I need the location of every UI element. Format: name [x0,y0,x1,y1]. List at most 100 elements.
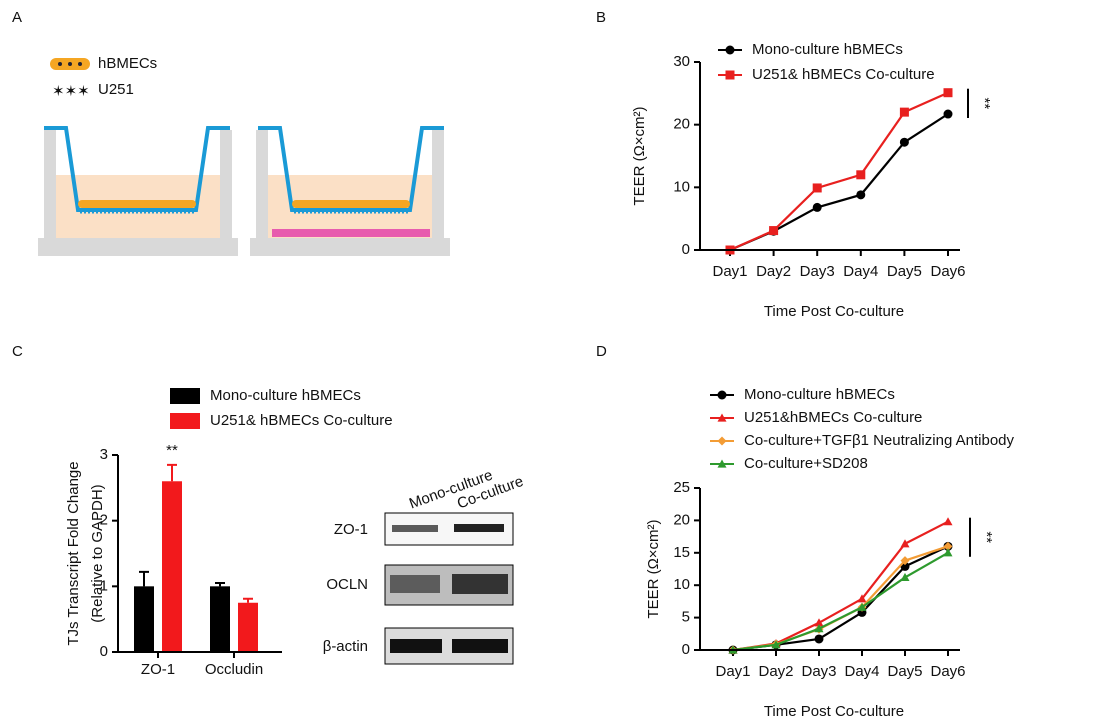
marker [812,202,822,212]
x-tick-label: Occludin [205,661,263,678]
y-tick-label: 5 [682,609,690,626]
legend-label: Co-culture+SD208 [744,455,868,472]
annotation: ** [978,531,995,543]
marker [725,45,735,55]
y-tick-label: 10 [673,178,690,195]
marker [814,634,824,644]
annotation: ** [976,98,993,110]
marker [943,109,953,119]
panel-label: D [596,343,607,360]
legend-swatch [170,388,200,404]
x-tick-label: Day4 [843,263,878,280]
legend-label: Co-culture+TGFβ1 Neutralizing Antibody [744,432,1015,449]
legend-label: hBMECs [98,55,157,72]
marker [717,436,727,446]
x-tick-label: ZO-1 [141,661,175,678]
legend-label: Mono-culture hBMECs [210,387,361,404]
bar [210,586,230,652]
panel-label: B [596,9,606,26]
x-tick-label: Day6 [930,263,965,280]
x-tick-label: Day1 [715,663,750,680]
series-line [732,551,949,652]
x-tick-label: Day2 [756,263,791,280]
x-axis-label: Time Post Co-culture [764,303,904,320]
y-axis-label: (Relative to GAPDH) [89,484,106,622]
bar [162,481,182,652]
legend-label: Mono-culture hBMECs [744,386,895,403]
y-tick-label: 15 [673,544,690,561]
panel-label: A [12,9,22,26]
y-tick-label: 25 [673,479,690,496]
marker [725,70,735,80]
y-tick-label: 3 [100,446,108,463]
well-right [250,126,450,256]
y-axis-label: TEER (Ω×cm²) [645,519,662,618]
panel-label: C [12,343,23,360]
marker [899,137,909,147]
blot [384,512,514,665]
y-tick-label: 30 [673,53,690,70]
y-tick-label: 20 [673,511,690,528]
marker [769,226,779,236]
x-tick-label: Day3 [800,263,835,280]
marker [717,459,727,468]
series-line [729,91,949,252]
legend-label: U251&hBMECs Co-culture [744,409,922,426]
legend-label: U251& hBMECs Co-culture [210,412,393,429]
error-bar [215,582,225,587]
y-tick-label: 1 [100,577,108,594]
error-bar [167,463,177,482]
blot-row-label: ZO-1 [334,521,368,538]
legend-label: U251 [98,81,134,98]
marker [717,413,727,422]
y-axis-label: TJs Transcript Fold Change [65,461,82,645]
x-axis-label: Time Post Co-culture [764,703,904,720]
marker [814,618,824,627]
marker [943,517,953,526]
x-tick-label: Day6 [930,663,965,680]
axes [699,488,960,651]
error-bar [139,570,149,587]
error-bar [243,597,253,603]
annotation: ** [166,442,178,459]
well-left [38,126,238,256]
marker [900,556,910,566]
y-tick-label: 10 [673,576,690,593]
x-tick-label: Day1 [712,263,747,280]
y-axis-label: TEER (Ω×cm²) [631,106,648,205]
y-tick-label: 0 [682,641,690,658]
marker [857,594,867,603]
blot-row-label: β-actin [323,638,368,655]
marker [900,572,910,582]
y-tick-label: 0 [682,241,690,258]
x-tick-label: Day3 [801,663,836,680]
axes [699,62,960,251]
x-tick-label: Day2 [758,663,793,680]
marker [857,602,867,611]
marker [943,541,953,551]
y-tick-label: 20 [673,116,690,133]
marker [814,624,824,633]
bar [238,602,258,652]
y-tick-label: 2 [100,512,108,529]
marker [856,170,866,180]
marker [856,190,866,200]
marker [899,107,909,117]
y-tick-label: 0 [100,643,108,660]
marker [771,640,781,649]
series-line [732,520,949,652]
axes [117,455,282,653]
legend-swatch [170,413,200,429]
marker [943,88,953,98]
blot-row-label: OCLN [326,576,368,593]
diagram: hBMECs ✶✶✶ U251 [38,55,450,256]
marker [717,390,727,400]
legend-label: U251& hBMECs Co-culture [752,66,935,83]
marker [812,183,822,193]
marker [900,539,910,548]
icon: ✶✶✶ [52,83,90,100]
x-tick-label: Day5 [887,663,922,680]
series-line [732,545,949,652]
legend-label: Mono-culture hBMECs [752,41,903,58]
